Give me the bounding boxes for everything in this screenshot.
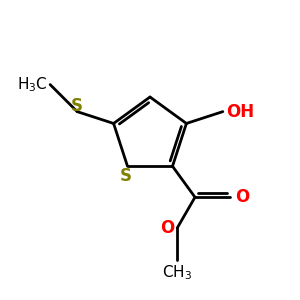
Text: H$_3$C: H$_3$C — [16, 75, 47, 94]
Text: OH: OH — [226, 103, 254, 121]
Text: S: S — [120, 167, 132, 185]
Text: O: O — [160, 219, 174, 237]
Text: CH$_3$: CH$_3$ — [162, 263, 192, 282]
Text: S: S — [71, 97, 83, 115]
Text: O: O — [235, 188, 249, 206]
